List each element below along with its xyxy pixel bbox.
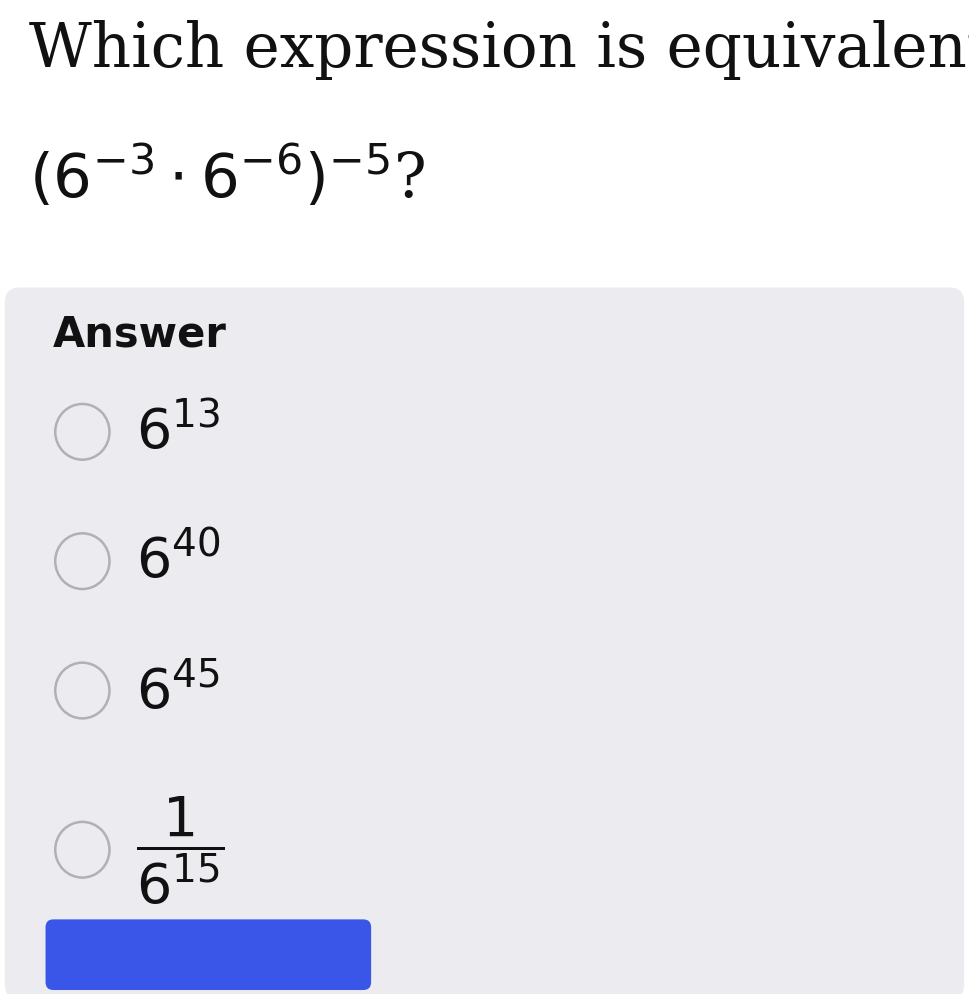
FancyBboxPatch shape	[46, 919, 371, 990]
Text: $\dfrac{1}{6^{15}}$: $\dfrac{1}{6^{15}}$	[136, 794, 225, 906]
Text: $6^{45}$: $6^{45}$	[136, 663, 219, 719]
Text: $(6^{-3} \cdot 6^{-6})^{-5}$?: $(6^{-3} \cdot 6^{-6})^{-5}$?	[29, 144, 425, 211]
Text: $6^{40}$: $6^{40}$	[136, 534, 220, 589]
Text: $6^{13}$: $6^{13}$	[136, 405, 220, 460]
Text: Answer: Answer	[53, 313, 227, 355]
FancyBboxPatch shape	[5, 288, 964, 994]
Text: Which expression is equivalent to: Which expression is equivalent to	[29, 20, 969, 80]
